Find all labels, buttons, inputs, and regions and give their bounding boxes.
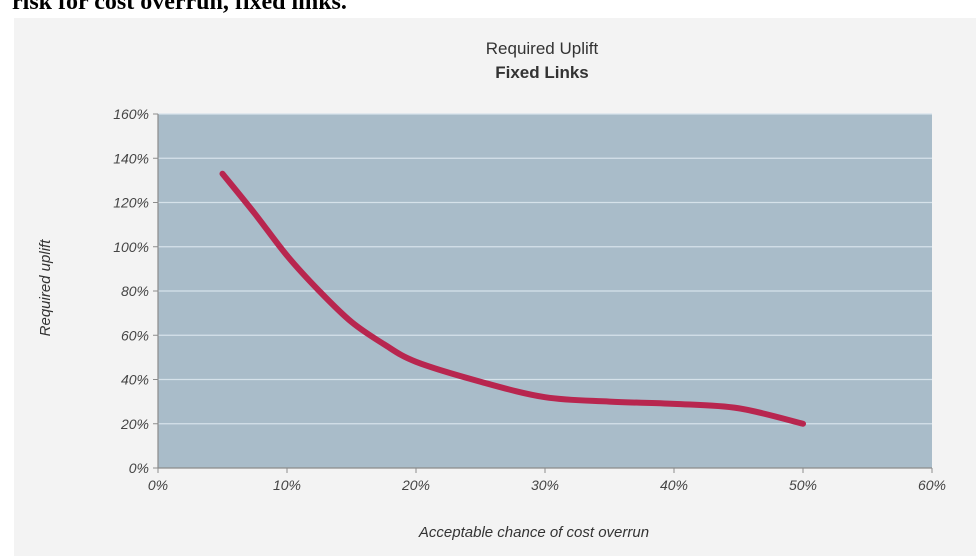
x-tick-label: 0% [148, 477, 168, 493]
figure-caption: risk for cost overrun, fixed links. [12, 0, 347, 15]
chart-subtitle: Fixed Links [495, 63, 589, 82]
x-tick-label: 30% [531, 477, 559, 493]
line-chart: Required Uplift Fixed Links 0% 20% 40% 60% 8… [37, 39, 946, 541]
y-axis-label: Required uplift [37, 239, 54, 337]
chart-title: Required Uplift [486, 39, 599, 58]
y-axis-ticks: 0% 20% 40% 60% 80% 100% 120% 140% 160% [113, 106, 158, 476]
y-tick-label: 100% [113, 239, 149, 255]
x-tick-label: 20% [401, 477, 430, 493]
y-tick-label: 140% [113, 150, 149, 166]
x-axis-label: Acceptable chance of cost overrun [418, 524, 649, 541]
x-tick-label: 10% [273, 477, 301, 493]
x-tick-label: 60% [918, 477, 946, 493]
y-tick-label: 120% [113, 195, 149, 211]
y-tick-label: 0% [129, 460, 149, 476]
chart-panel: Required Uplift Fixed Links 0% 20% 40% 60% 8… [14, 18, 976, 556]
series-line [219, 170, 806, 427]
y-tick-label: 60% [121, 327, 149, 343]
y-tick-label: 160% [113, 106, 149, 122]
x-tick-label: 50% [789, 477, 817, 493]
x-axis-ticks: 0% 10% 20% 30% 40% 50% 60% [148, 468, 946, 493]
y-tick-label: 80% [121, 283, 149, 299]
series-layer [219, 170, 806, 427]
y-tick-label: 20% [120, 416, 149, 432]
y-tick-label: 40% [121, 372, 149, 388]
x-tick-label: 40% [660, 477, 688, 493]
plot-area [157, 113, 932, 469]
